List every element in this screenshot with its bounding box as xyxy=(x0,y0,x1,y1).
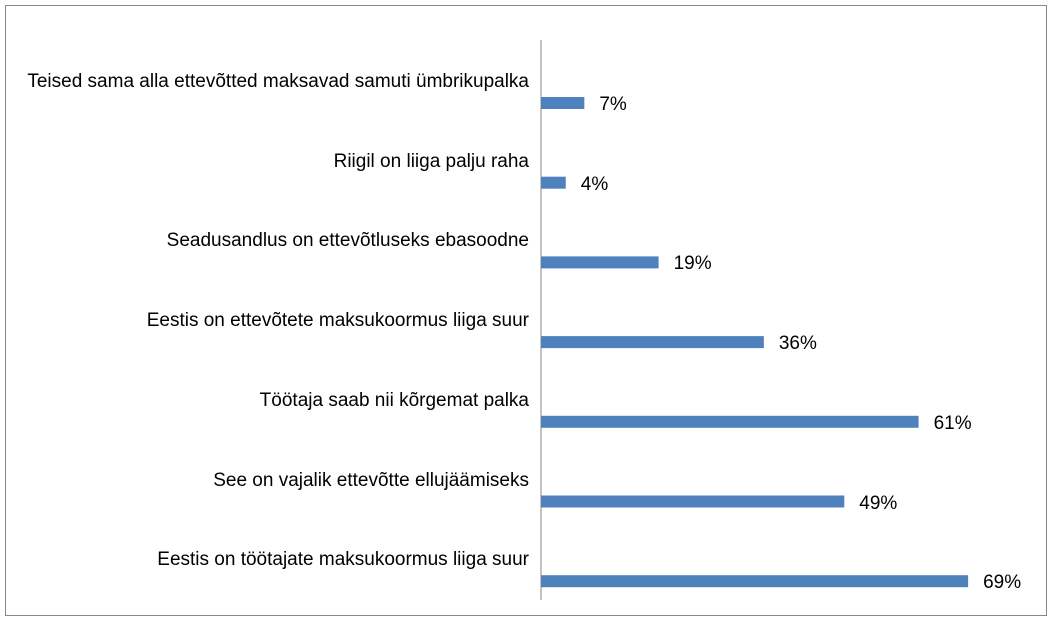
category-label: Teised sama alla ettevõtted maksavad sam… xyxy=(27,71,529,92)
data-label: 4% xyxy=(580,173,609,195)
bar xyxy=(541,336,764,349)
bar xyxy=(541,495,845,508)
category-label: See on vajalik ettevõtte ellujäämiseks xyxy=(213,469,529,491)
bar xyxy=(541,575,969,588)
category-label: Töötaja saab nii kõrgemat palka xyxy=(259,389,529,411)
bar xyxy=(541,256,659,269)
bar xyxy=(541,176,566,189)
category-label: Seadusandlus on ettevõtluseks ebasoodne xyxy=(166,230,529,252)
data-label: 19% xyxy=(673,253,712,275)
data-label: 7% xyxy=(599,94,627,115)
data-label: 69% xyxy=(983,572,1022,594)
category-label: Eestis on töötajate maksukoormus liiga s… xyxy=(157,549,529,571)
category-label: Riigil on liiga palju raha xyxy=(333,150,529,172)
data-label: 61% xyxy=(933,412,972,434)
bar xyxy=(541,97,585,109)
data-label: 36% xyxy=(778,333,817,355)
category-label: Eestis on ettevõtete maksukoormus liiga … xyxy=(146,310,529,332)
bar xyxy=(541,415,919,428)
chart-border xyxy=(5,5,1047,616)
data-label: 49% xyxy=(859,492,898,514)
